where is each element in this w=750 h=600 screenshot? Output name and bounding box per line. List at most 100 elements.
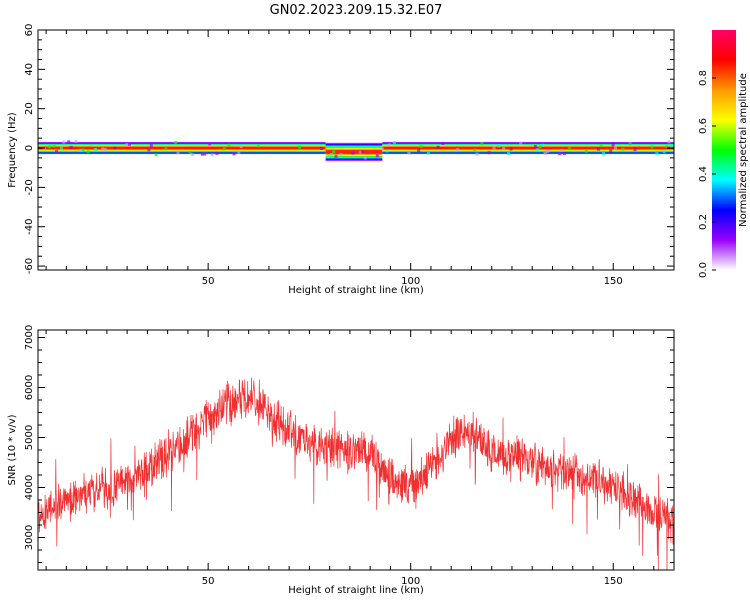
spectrogram-speckle [417, 148, 421, 152]
colorbar-tick-label: 0.4 [698, 166, 709, 182]
spectrogram-speckle [93, 147, 97, 151]
spectrogram-speckle [497, 144, 501, 148]
x-tick-label: 150 [604, 276, 623, 287]
spectrogram-speckle [154, 153, 158, 157]
spectrogram-speckle [47, 145, 51, 149]
spectrogram-speckle [436, 145, 440, 149]
spectrogram-speckle [536, 148, 540, 152]
spectrogram-speckle [628, 142, 632, 146]
spectrogram-speckle [533, 144, 537, 148]
spectrogram-speckle [662, 150, 666, 154]
spectrogram-speckle [149, 143, 153, 147]
spectrogram-speckle [650, 145, 654, 149]
y-tick-label: 0 [24, 145, 35, 151]
spectrogram-speckle [67, 140, 71, 144]
spectrogram-speckle [655, 152, 659, 156]
spectrogram-speckle [127, 142, 131, 146]
figure-title: GN02.2023.209.15.32.E07 [270, 3, 443, 18]
x-tick-label: 100 [401, 276, 420, 287]
y-tick-label: 60 [24, 24, 35, 37]
spectrogram-speckle [79, 148, 83, 152]
spectrogram-speckle [609, 149, 613, 153]
spectrogram-speckle [407, 151, 411, 155]
colorbar-tick-label: 0.0 [698, 262, 709, 278]
spectrogram-speckle [358, 150, 362, 154]
spectrogram-ticks: 50 100 150 -60 -40 -20 0 20 40 60 [24, 24, 675, 287]
spectrogram-band-segment [38, 141, 326, 155]
spectrogram-speckle [59, 146, 63, 150]
spectrogram-speckle [203, 152, 207, 156]
spectrogram-panel: 50 100 150 -60 -40 -20 0 20 40 60 Height of strai… [7, 24, 675, 296]
spectrogram-speckle [558, 152, 562, 156]
snr-ticks: 50 100 150 3000 4000 5000 6000 7000 [24, 325, 675, 587]
spectrogram-speckle [215, 151, 219, 155]
spectrogram-speckle [69, 145, 73, 149]
y-tick-label: 3000 [24, 525, 35, 550]
spectrogram-speckle [239, 145, 243, 149]
spectrogram-speckle [584, 149, 588, 153]
colorbar: 0.0 0.2 0.4 0.6 0.8 Normalized spectral ampl… [698, 30, 749, 278]
spectrogram-speckle [502, 146, 506, 150]
spectrogram-speckle [480, 142, 484, 146]
spectrogram-speckle [667, 140, 671, 144]
spectrogram-speckle [329, 153, 333, 157]
spectrogram-speckle [191, 153, 195, 157]
spectrogram-speckle [599, 143, 603, 147]
spectrogram-frame [37, 29, 675, 271]
spectrogram-speckle [475, 152, 479, 156]
spectrogram-speckle [351, 151, 355, 155]
spectrogram-speckle [441, 142, 445, 146]
spectrogram-speckle [62, 140, 66, 144]
spectrogram-speckle [339, 153, 343, 157]
snr-y-label: SNR (10 * v/v) [7, 414, 18, 485]
snr-panel: 50 100 150 3000 4000 5000 6000 7000 Height of s… [7, 325, 675, 596]
y-tick-label: -60 [24, 258, 35, 274]
spectrogram-speckle [473, 148, 477, 152]
spectrogram-speckle [256, 144, 260, 148]
spectrogram-speckle [543, 151, 547, 155]
spectrogram-speckle [103, 147, 107, 151]
spectrogram-speckle [611, 143, 615, 147]
x-tick-label: 50 [202, 276, 215, 287]
spectrogram-speckle [174, 141, 178, 145]
spectrogram-speckle [86, 150, 90, 154]
spectrogram-speckle [208, 142, 212, 146]
spectrogram-speckle [419, 144, 423, 148]
x-tick-label: 50 [202, 576, 215, 587]
spectrogram-speckle [363, 156, 367, 160]
colorbar-tick-label: 0.2 [698, 214, 709, 230]
spectrogram-speckle [509, 147, 513, 151]
y-tick-label: 40 [24, 63, 35, 76]
spectrogram-speckle [334, 154, 338, 158]
spectrogram-speckle [487, 151, 491, 155]
spectrogram-speckle [147, 148, 151, 152]
spectrogram-speckle [113, 146, 117, 150]
spectrogram-speckle [74, 139, 78, 143]
spectrogram-speckle [164, 147, 168, 151]
spectrogram-speckle [563, 152, 567, 156]
y-tick-label: 5000 [24, 425, 35, 450]
y-tick-label: -20 [24, 179, 35, 195]
spectrogram-speckle [665, 144, 669, 148]
spectrogram-y-label: Frequency (Hz) [7, 112, 18, 188]
spectrogram-speckle [361, 150, 365, 154]
spectrogram-speckle [669, 144, 673, 148]
spectrogram-speckle [392, 141, 396, 145]
spectrogram-speckle [125, 143, 129, 147]
spectrogram-speckle [298, 145, 302, 149]
spectrogram-speckle [327, 155, 331, 159]
x-tick-label: 100 [401, 576, 420, 587]
spectrogram-speckle [81, 148, 85, 152]
y-tick-label: 6000 [24, 375, 35, 400]
spectrogram-speckle [380, 147, 384, 151]
spectrogram-speckle [492, 146, 496, 150]
spectrogram-speckle [426, 151, 430, 155]
spectrogram-speckle [621, 147, 625, 151]
spectrogram-speckle [227, 143, 231, 147]
spectrogram-speckle [519, 141, 523, 145]
colorbar-tick-label: 0.6 [698, 118, 709, 134]
spectrogram-speckle [597, 147, 601, 151]
spectrogram-speckle [237, 150, 241, 154]
spectrogram-speckle [375, 154, 379, 158]
